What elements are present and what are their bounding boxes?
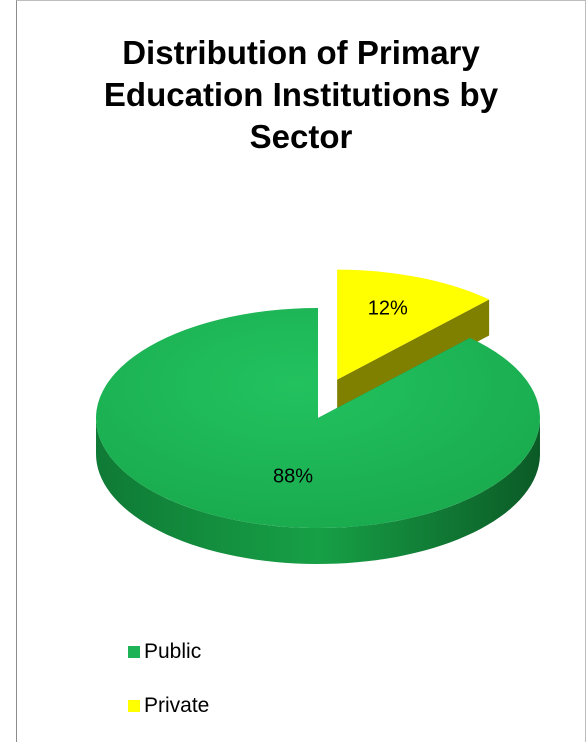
legend-swatch-public	[128, 646, 140, 658]
pie-slice-public	[96, 308, 541, 564]
pie-slice-top-private	[337, 269, 490, 380]
pie-slice-top-public	[96, 308, 541, 528]
chart-title-line-1: Distribution of Primary	[122, 34, 480, 71]
legend: Public Private	[128, 640, 209, 748]
pie-slice-private	[337, 269, 490, 416]
legend-item-private: Private	[128, 694, 209, 718]
chart-title: Distribution of Primary Education Instit…	[16, 32, 586, 158]
data-label-public: 88%	[273, 465, 313, 487]
legend-swatch-private	[128, 700, 140, 712]
data-label-private: 12%	[368, 297, 408, 319]
chart-title-line-2: Education Institutions by	[103, 76, 499, 113]
pie-slice-edge-private-0	[337, 299, 490, 416]
legend-label-private: Private	[144, 694, 210, 717]
legend-item-public: Public	[128, 640, 209, 664]
pie-slice-side-public	[96, 417, 540, 564]
chart-title-line-3: Sector	[249, 118, 353, 155]
legend-label-public: Public	[144, 640, 202, 663]
